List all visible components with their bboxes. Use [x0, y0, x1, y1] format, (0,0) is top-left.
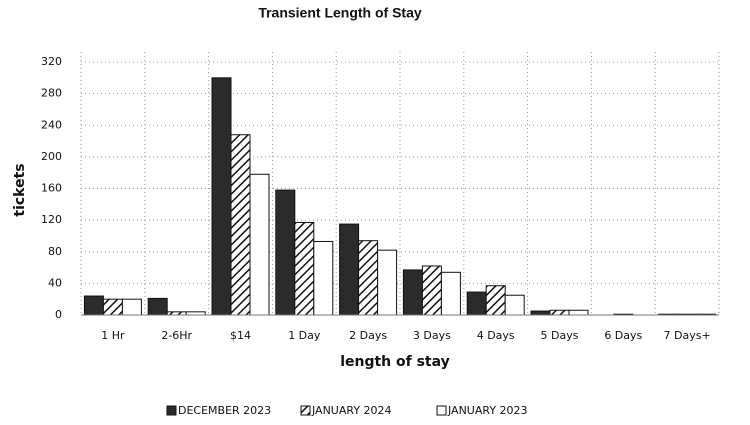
- y-tick-label: 120: [41, 213, 62, 226]
- x-tick-label: $14: [230, 329, 251, 342]
- bar: [339, 223, 360, 316]
- bar: [402, 269, 423, 316]
- bar: [275, 189, 296, 316]
- bar: [440, 271, 461, 316]
- bar: [530, 310, 551, 316]
- y-axis-label: tickets: [12, 163, 28, 216]
- bar: [249, 173, 270, 316]
- chart-title: Transient Length of Stay: [258, 5, 422, 21]
- bar: [466, 291, 487, 316]
- bar: [294, 221, 315, 316]
- x-tick-label: 1 Hr: [101, 329, 125, 342]
- y-tick-label: 320: [41, 55, 62, 68]
- x-tick-label: 2-6Hr: [161, 329, 192, 342]
- x-tick-label: 5 Days: [541, 329, 579, 342]
- legend-swatch: [166, 405, 177, 416]
- y-tick-label: 40: [48, 276, 62, 289]
- bar: [568, 309, 589, 316]
- bar: [313, 240, 334, 316]
- y-tick-label: 280: [41, 87, 62, 100]
- x-tick-label: 2 Days: [349, 329, 387, 342]
- y-tick-label: 0: [55, 308, 62, 321]
- bar: [485, 285, 506, 316]
- bar: [102, 298, 123, 316]
- y-tick-label: 80: [48, 245, 62, 258]
- bar: [377, 249, 398, 316]
- legend-swatch: [300, 405, 311, 416]
- y-tick-label: 200: [41, 150, 62, 163]
- x-tick-label: 1 Day: [288, 329, 321, 342]
- bar: [230, 134, 251, 316]
- bar: [504, 294, 525, 316]
- legend-swatch: [436, 405, 447, 416]
- legend-label: JANUARY 2024: [311, 404, 392, 417]
- bar: [83, 295, 104, 316]
- bar: [147, 297, 168, 316]
- bar: [358, 240, 379, 316]
- x-tick-label: 3 Days: [413, 329, 451, 342]
- y-tick-label: 160: [41, 182, 62, 195]
- x-tick-label: 6 Days: [604, 329, 642, 342]
- y-tick-label: 240: [41, 118, 62, 131]
- x-tick-label: 4 Days: [477, 329, 515, 342]
- legend-label: JANUARY 2023: [447, 404, 528, 417]
- x-axis-label: length of stay: [340, 354, 450, 370]
- x-tick-label: 7 Days+: [664, 329, 711, 342]
- bar: [121, 298, 142, 316]
- bar: [549, 309, 570, 316]
- legend-label: DECEMBER 2023: [178, 404, 271, 417]
- bar: [421, 265, 442, 316]
- bar: [211, 77, 232, 316]
